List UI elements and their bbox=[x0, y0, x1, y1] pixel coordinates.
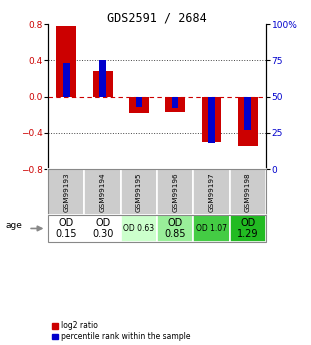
Text: GSM99197: GSM99197 bbox=[208, 172, 215, 212]
Bar bbox=[208, 97, 215, 143]
Bar bbox=[230, 169, 266, 215]
Text: OD 1.07: OD 1.07 bbox=[196, 224, 227, 233]
Bar bbox=[48, 215, 85, 242]
Bar bbox=[121, 169, 157, 215]
Bar bbox=[85, 215, 121, 242]
Bar bbox=[121, 215, 157, 242]
Bar bbox=[56, 26, 76, 97]
Bar bbox=[238, 97, 258, 146]
Bar bbox=[193, 215, 230, 242]
Text: GSM99193: GSM99193 bbox=[63, 172, 69, 212]
Text: OD
1.29: OD 1.29 bbox=[237, 218, 258, 239]
Legend: log2 ratio, percentile rank within the sample: log2 ratio, percentile rank within the s… bbox=[52, 321, 191, 341]
Bar bbox=[193, 169, 230, 215]
Text: GSM99196: GSM99196 bbox=[172, 172, 178, 212]
Bar bbox=[157, 169, 193, 215]
Text: OD 0.63: OD 0.63 bbox=[123, 224, 155, 233]
Bar bbox=[99, 60, 106, 97]
Title: GDS2591 / 2684: GDS2591 / 2684 bbox=[107, 11, 207, 24]
Text: GSM99195: GSM99195 bbox=[136, 172, 142, 212]
Bar bbox=[48, 169, 85, 215]
Bar bbox=[172, 97, 179, 108]
Bar bbox=[165, 97, 185, 112]
Text: GSM99194: GSM99194 bbox=[100, 172, 106, 212]
Text: OD
0.30: OD 0.30 bbox=[92, 218, 113, 239]
Bar bbox=[230, 215, 266, 242]
Bar bbox=[136, 97, 142, 107]
Bar bbox=[129, 97, 149, 113]
Bar bbox=[85, 169, 121, 215]
Text: OD
0.85: OD 0.85 bbox=[165, 218, 186, 239]
Bar bbox=[157, 215, 193, 242]
Bar bbox=[202, 97, 221, 142]
Bar bbox=[244, 97, 251, 130]
Text: GSM99198: GSM99198 bbox=[245, 172, 251, 212]
Bar bbox=[63, 63, 70, 97]
Bar bbox=[93, 71, 113, 97]
Text: age: age bbox=[6, 221, 23, 230]
Text: OD
0.15: OD 0.15 bbox=[56, 218, 77, 239]
